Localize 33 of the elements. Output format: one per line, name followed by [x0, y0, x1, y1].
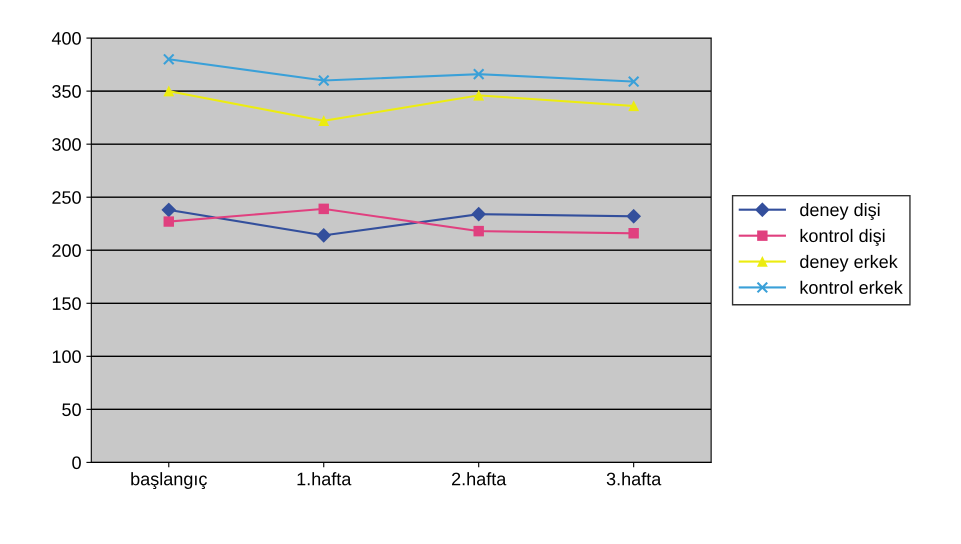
point [471, 206, 486, 222]
point [164, 216, 174, 227]
y-tick-label: 0 [72, 456, 81, 470]
y-tick-label: 300 [52, 138, 81, 151]
y-tick-label: 100 [52, 350, 81, 364]
point [628, 76, 640, 88]
point [318, 116, 329, 126]
x-tick-label: başlangıç [131, 472, 207, 490]
x-tick-label: 1.hafta [298, 472, 352, 486]
point [626, 209, 641, 224]
y-tick-label: 200 [52, 244, 81, 257]
point [316, 228, 331, 243]
legend-label: deney erkek [800, 254, 898, 272]
point [473, 90, 484, 101]
y-tick-label: 400 [52, 32, 81, 45]
point [473, 226, 484, 236]
point [162, 53, 175, 66]
point [628, 100, 639, 112]
legend-label: kontrol erkek [800, 280, 903, 294]
x-tick-label: 3.hafta [606, 472, 662, 486]
point [318, 204, 329, 214]
y-tick-label: 350 [52, 85, 81, 98]
legend-label: kontrol dişi [800, 228, 884, 246]
y-tick-label: 50 [62, 403, 81, 416]
point [164, 86, 174, 96]
point [162, 202, 176, 218]
x-tick-label: 2.hafta [452, 472, 506, 486]
point [472, 68, 485, 80]
y-tick-label: 250 [52, 191, 81, 204]
point [318, 74, 330, 86]
y-tick-label: 150 [52, 297, 81, 310]
legend-label: deney dişi [800, 202, 880, 220]
point [628, 228, 639, 238]
